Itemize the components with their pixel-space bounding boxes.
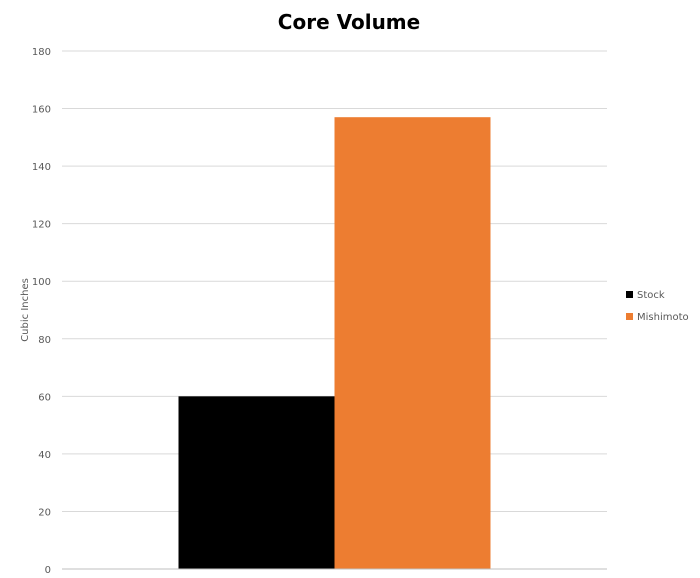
y-tick-label: 80 <box>38 335 51 346</box>
legend-label-stock: Stock <box>637 290 665 301</box>
y-tick-label: 60 <box>38 392 51 403</box>
legend: Stock Mishimoto <box>626 290 689 323</box>
y-tick-label: 180 <box>32 47 51 58</box>
y-tick-label: 20 <box>38 507 51 518</box>
y-tick-label: 160 <box>32 105 51 116</box>
y-axis-ticks: 0 20 40 60 80 100 120 140 160 180 <box>32 47 51 576</box>
legend-swatch-mishimoto <box>626 313 633 320</box>
legend-label-mishimoto: Mishimoto <box>637 312 689 323</box>
y-tick-label: 120 <box>32 220 51 231</box>
y-tick-label: 0 <box>45 565 51 576</box>
y-axis-title: Cubic Inches <box>20 278 31 342</box>
y-tick-label: 100 <box>32 277 51 288</box>
bar-mishimoto <box>334 117 491 569</box>
y-tick-label: 40 <box>38 450 51 461</box>
bar-stock <box>178 396 335 569</box>
legend-swatch-stock <box>626 291 633 298</box>
chart-title: Core Volume <box>278 10 420 34</box>
y-tick-label: 140 <box>32 162 51 173</box>
bars <box>178 117 491 569</box>
